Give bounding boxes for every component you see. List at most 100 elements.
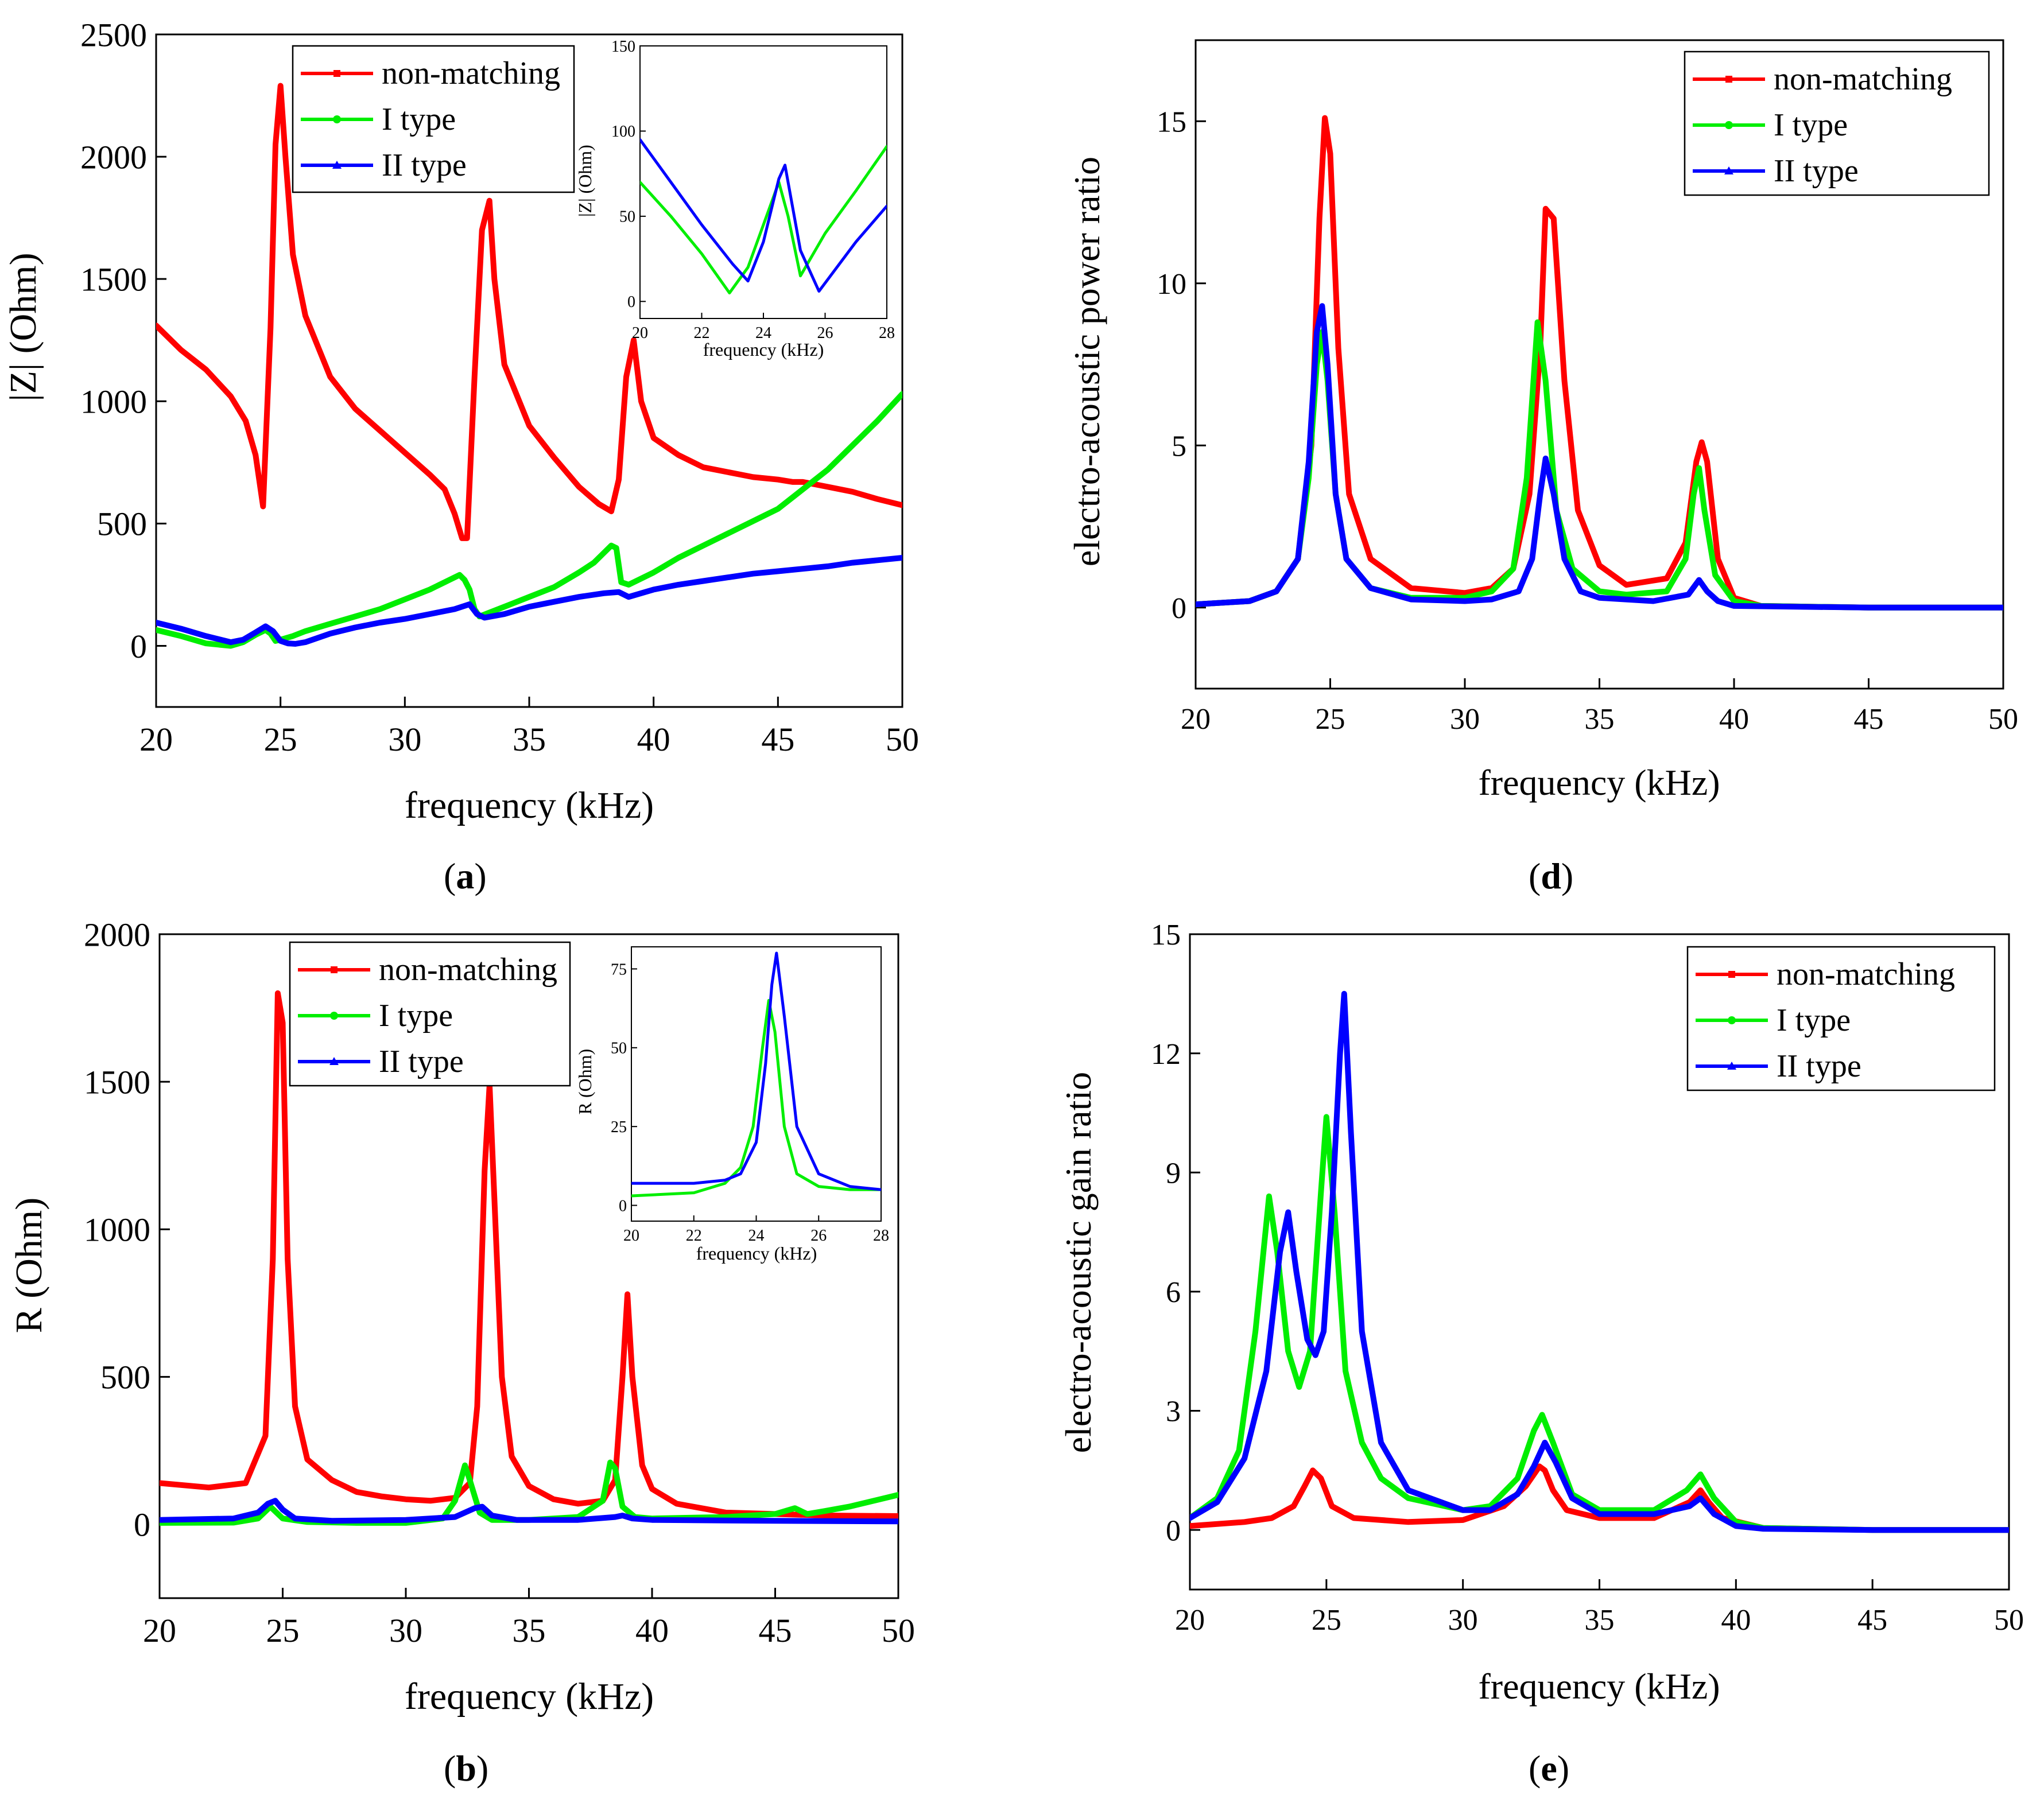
chart-a-xtick-label: 40 (637, 721, 670, 758)
chart-a-inset-ylabel: |Z| (Ohm) (575, 145, 595, 217)
chart-b-inset-ytick-label: 50 (611, 1040, 627, 1058)
chart-d-legend-marker (1725, 121, 1733, 129)
chart-b-xtick-label: 45 (759, 1612, 792, 1649)
chart-d-xlabel: frequency (kHz) (1478, 762, 1720, 803)
chart-a-legend-marker (333, 70, 340, 77)
chart-d-series-ii-type (1196, 303, 2003, 611)
chart-e-ytick-label: 15 (1151, 919, 1181, 951)
chart-e-legend-marker (1728, 1016, 1736, 1024)
chart-b-xlabel: frequency (kHz) (405, 1676, 654, 1717)
chart-b-legend: non-matching I type II type (289, 941, 571, 1087)
chart-a-series-group (156, 83, 902, 649)
chart-e-xtick-label: 40 (1721, 1604, 1751, 1637)
chart-a-series-non-matching (156, 83, 902, 541)
chart-e-legend-marker (1727, 1062, 1736, 1070)
chart-e-xtick-label: 20 (1175, 1604, 1205, 1637)
chart-e-xtick-label: 30 (1448, 1604, 1478, 1637)
chart-a-xtick-label: 35 (513, 721, 546, 758)
chart-b-inset-ylabel: R (Ohm) (575, 1049, 595, 1115)
chart-b-ytick-label: 500 (100, 1359, 150, 1396)
chart-b-series-ii-type (160, 1498, 898, 1525)
chart-d-xtick-label: 40 (1719, 703, 1749, 736)
chart-d-xtick-label: 20 (1181, 703, 1211, 736)
chart-a-ytick-label: 0 (130, 628, 147, 665)
chart-a-legend-marker (332, 161, 342, 169)
chart-d-series-group (1196, 115, 2003, 611)
chart-e-ytick-label: 3 (1166, 1396, 1181, 1428)
chart-b-inset-series-i-type (631, 998, 881, 1198)
chart-e-series-ii-type (1190, 990, 2009, 1533)
chart-a-ylabel: |Z| (Ohm) (2, 252, 44, 401)
chart-e-ytick-label: 0 (1166, 1514, 1181, 1547)
chart-d-xtick-label: 45 (1854, 703, 1884, 736)
chart-a-chart: 20 25 30 35 40 45 5005001000150020002500freque… (2, 16, 919, 826)
chart-d-ylabel: electro-acoustic power ratio (1066, 157, 1107, 566)
chart-b-xtick-label: 40 (635, 1612, 669, 1649)
chart-d-legend-marker (1725, 76, 1732, 83)
chart-e-xtick-label: 50 (1994, 1604, 2024, 1637)
chart-a-ytick-label: 1500 (80, 261, 147, 298)
chart-d-legend-label: II type (1774, 153, 1859, 189)
chart-a-legend-label: non-matching (382, 56, 560, 91)
chart-b-inset-xtick-label: 28 (873, 1227, 889, 1245)
chart-a-inset-xlabel: frequency (kHz) (703, 339, 824, 360)
chart-d-ytick-label: 15 (1157, 106, 1186, 138)
chart-b-xtick-label: 35 (513, 1612, 546, 1649)
chart-a-series-ii-type (156, 555, 902, 647)
chart-a-legend: non-matching I type II type (292, 45, 575, 193)
chart-b-inset-xtick-label: 20 (623, 1227, 639, 1245)
chart-a-inset-xtick-label: 24 (755, 324, 771, 342)
chart-a-inset-ytick-label: 50 (619, 208, 635, 226)
chart-b-legend-marker (329, 1057, 339, 1065)
chart-b-series-group (160, 990, 898, 1526)
chart-e-chart: 20 25 30 35 40 45 50 0 3 6 9 12 15 frequency (kHz) ele… (1058, 919, 2024, 1707)
chart-a-legend-label: I type (382, 102, 456, 137)
chart-d-ytick-label: 10 (1157, 268, 1186, 301)
chart-e-xtick-label: 45 (1857, 1604, 1887, 1637)
chart-b-legend-marker (330, 1012, 338, 1020)
chart-e-legend-marker (1728, 971, 1735, 978)
chart-b-inset-ytick-label: 25 (611, 1118, 627, 1136)
chart-b-legend-marker (331, 966, 338, 973)
chart-b-ylabel: R (Ohm) (8, 1198, 50, 1333)
chart-d-chart: 20 25 30 35 40 45 50 0 5 10 15 frequency (kHz) elect… (1066, 39, 2018, 803)
panel-label-e: (e) (1529, 1748, 1570, 1789)
chart-a-ytick-label: 500 (97, 506, 147, 543)
chart-b-xtick-label: 25 (266, 1612, 300, 1649)
chart-d-legend-label: I type (1774, 107, 1848, 143)
chart-a-inset-ytick-label: 150 (611, 38, 635, 56)
chart-d-xtick-label: 25 (1316, 703, 1345, 736)
chart-b-inset-frame (631, 946, 882, 1222)
chart-a-inset-ytick-label: 100 (611, 123, 635, 141)
chart-b-xtick-label: 20 (143, 1612, 176, 1649)
chart-a-inset-xtick-label: 22 (694, 324, 710, 342)
chart-a-inset-xtick-label: 28 (879, 324, 895, 342)
chart-d-legend-marker (1724, 166, 1733, 174)
chart-b-xtick-label: 50 (882, 1612, 915, 1649)
chart-e-ytick-label: 12 (1151, 1038, 1181, 1071)
chart-b-legend-label: II type (379, 1044, 464, 1079)
chart-b-inset-xtick-label: 24 (748, 1227, 765, 1245)
panel-label-a: (a) (444, 856, 487, 896)
chart-d-xtick-label: 50 (1988, 703, 2018, 736)
chart-b-inset-xtick-label: 22 (686, 1227, 702, 1245)
chart-e-legend-label: I type (1777, 1002, 1851, 1038)
chart-e-series-non-matching (1190, 1463, 2009, 1533)
chart-b-xtick-label: 30 (389, 1612, 422, 1649)
chart-b-inset-ytick-label: 75 (611, 961, 627, 978)
chart-e-legend-label: II type (1777, 1048, 1861, 1084)
chart-a-inset-xtick-label: 26 (817, 324, 833, 342)
chart-a-xtick-label: 20 (139, 721, 173, 758)
chart-e-ylabel: electro-acoustic gain ratio (1058, 1072, 1099, 1454)
chart-e-legend-label: non-matching (1777, 957, 1955, 992)
chart-a-inset-frame (639, 45, 887, 319)
chart-d-ytick-label: 5 (1172, 430, 1186, 463)
chart-a-xlabel: frequency (kHz) (405, 784, 654, 826)
chart-a-ytick-label: 2000 (80, 138, 147, 176)
chart-b-inset-series-ii-type (631, 951, 881, 1191)
chart-e-xtick-label: 25 (1312, 1604, 1341, 1637)
chart-e-ytick-label: 9 (1166, 1157, 1181, 1190)
chart-e-ytick-label: 6 (1166, 1276, 1181, 1309)
chart-a-ytick-label: 1000 (80, 383, 147, 421)
